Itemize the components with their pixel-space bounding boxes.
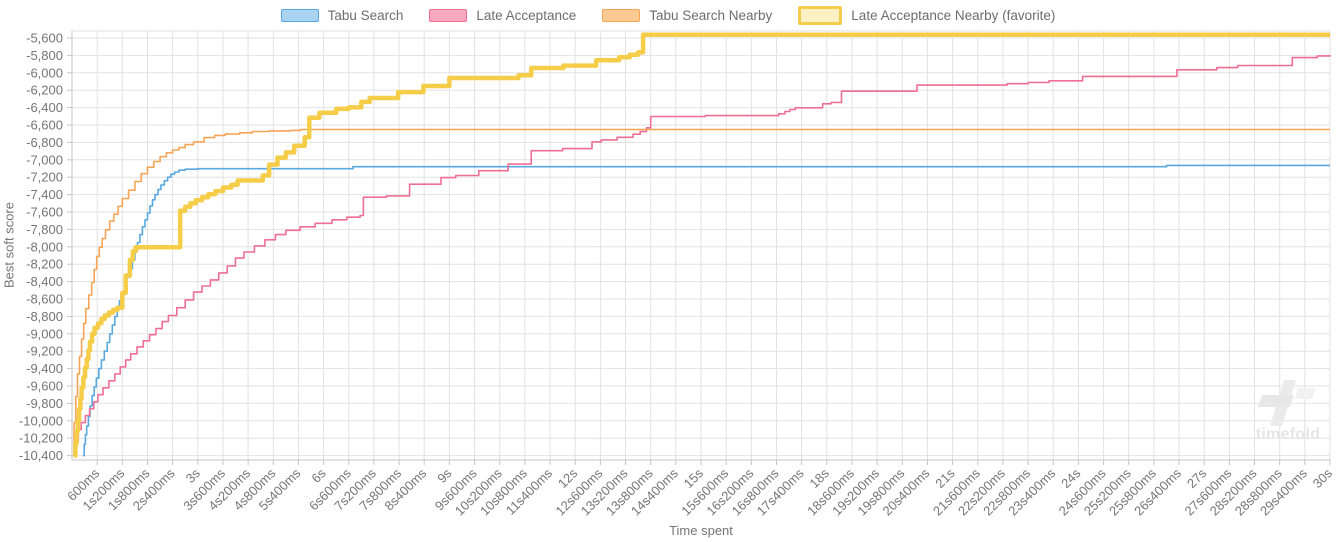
tick-labels: -5,600 -5,800 -6,000 -6,200 -6,400 -6,600 -6,8…: [19, 31, 1336, 519]
legend-swatch-icon: [602, 9, 641, 22]
legend-item[interactable]: Tabu Search: [280, 8, 404, 23]
legend-swatch-icon: [798, 6, 843, 25]
timefold-watermark-logo: timefold: [1256, 380, 1321, 443]
y-axis-title: Best soft score: [1, 202, 17, 289]
legend-item-label: Tabu Search: [327, 8, 404, 23]
y-tick-label: -9,000: [26, 326, 63, 341]
legend-item[interactable]: Tabu Search Nearby: [602, 8, 772, 23]
y-tick-label: -6,600: [26, 118, 63, 133]
y-tick-label: -5,800: [26, 48, 63, 63]
tick-marks: [67, 37, 1331, 465]
y-tick-label: -7,000: [26, 152, 63, 167]
series-line-late-acceptance: [74, 55, 1331, 457]
y-tick-label: -9,800: [26, 396, 63, 411]
y-tick-label: -9,400: [26, 361, 63, 376]
x-tick-label: 30s: [1310, 465, 1336, 491]
y-tick-label: -6,400: [26, 100, 63, 115]
y-tick-label: -6,200: [26, 83, 63, 98]
series-line-late-acceptance-nearby-favorite: [73, 32, 1330, 458]
legend-item-label: Tabu Search Nearby: [649, 8, 773, 23]
timefold-watermark-text: timefold: [1256, 426, 1321, 443]
y-tick-label: -8,400: [26, 274, 63, 289]
y-tick-label: -7,400: [26, 187, 63, 202]
series-line-tabu-search-nearby: [72, 128, 1330, 457]
x-axis-title: Time spent: [669, 523, 733, 538]
legend-item[interactable]: Late Acceptance: [429, 8, 576, 23]
legend: Tabu Search Late Acceptance Tabu Search Ne…: [0, 6, 1336, 25]
y-tick-label: -6,800: [26, 135, 63, 150]
y-tick-label: -9,200: [26, 344, 63, 359]
legend-swatch-icon: [429, 9, 468, 22]
series-lines: [72, 32, 1331, 458]
legend-item-label: Late Acceptance Nearby (favorite): [851, 8, 1056, 23]
y-tick-label: -5,600: [26, 31, 63, 46]
legend-item-label: Late Acceptance: [476, 8, 577, 23]
legend-swatch-icon: [280, 9, 319, 22]
legend-item[interactable]: Late Acceptance Nearby (favorite): [798, 6, 1055, 25]
y-tick-label: -8,600: [26, 292, 63, 307]
y-tick-label: -10,400: [19, 448, 63, 463]
y-tick-label: -10,200: [19, 431, 63, 446]
y-tick-label: -8,800: [26, 309, 63, 324]
y-tick-label: -10,000: [19, 413, 63, 428]
y-tick-label: -8,200: [26, 257, 63, 272]
y-tick-label: -7,200: [26, 170, 63, 185]
grid-lines: [72, 30, 1331, 460]
y-tick-label: -7,800: [26, 222, 63, 237]
y-tick-label: -7,600: [26, 205, 63, 220]
y-tick-label: -8,000: [26, 239, 63, 254]
y-tick-label: -9,600: [26, 379, 63, 394]
y-tick-label: -6,000: [26, 65, 63, 80]
series-line-tabu-search: [82, 164, 1330, 457]
